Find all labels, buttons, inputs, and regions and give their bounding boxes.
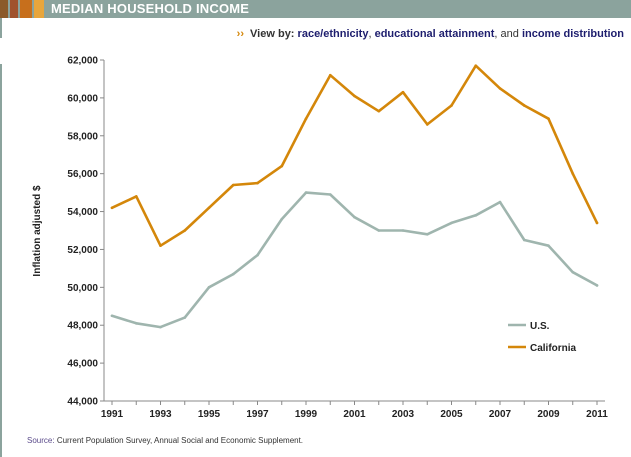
y-tick-label: 62,000	[67, 56, 98, 67]
x-tick-label: 2003	[392, 409, 415, 420]
data-point	[280, 217, 284, 221]
data-point	[474, 214, 478, 217]
x-tick-label: 2005	[440, 409, 463, 420]
data-point	[450, 221, 453, 225]
data-point	[522, 104, 526, 107]
data-point	[280, 164, 284, 168]
y-tick-label: 44,000	[67, 397, 98, 408]
y-tick-label: 50,000	[67, 283, 98, 294]
data-point	[328, 193, 332, 196]
data-point	[425, 123, 429, 126]
data-point	[595, 221, 599, 225]
data-point	[207, 286, 211, 289]
data-point	[474, 64, 478, 67]
x-tick-label: 1995	[198, 409, 221, 420]
left-divider-top	[0, 18, 2, 38]
chart-legend: U.S. California	[508, 321, 577, 354]
source-text: Current Population Survey, Annual Social…	[56, 436, 304, 445]
data-point	[377, 109, 381, 113]
data-point	[401, 229, 405, 232]
x-tick-label: 1999	[295, 409, 318, 420]
data-point	[498, 200, 502, 204]
x-tick-label: 2007	[489, 409, 512, 420]
data-point	[450, 104, 453, 107]
chart-series	[110, 64, 599, 329]
data-point	[183, 316, 187, 319]
view-by-label: View by:	[250, 28, 295, 40]
data-point	[353, 215, 356, 219]
y-tick-label: 56,000	[67, 169, 98, 180]
view-by-comma: ,	[494, 28, 498, 40]
header-bar	[0, 0, 631, 18]
data-point	[377, 229, 381, 232]
x-tick-label: 2011	[586, 409, 608, 420]
data-point	[304, 117, 308, 121]
data-point	[110, 206, 114, 210]
view-by-and: and	[500, 28, 519, 40]
x-tick-label: 2001	[343, 409, 366, 420]
data-point	[522, 238, 526, 242]
data-point	[110, 314, 114, 318]
x-tick-label: 1997	[246, 409, 269, 420]
data-point	[256, 181, 259, 185]
y-axis-label: Inflation adjusted $	[32, 185, 43, 277]
header-swatch	[0, 0, 8, 18]
view-by-comma: ,	[368, 28, 372, 40]
source-label: Source:	[27, 436, 55, 445]
y-tick-label: 48,000	[67, 321, 98, 332]
y-tick-label: 52,000	[67, 245, 98, 256]
view-by-bar: ›› View by: race/ethnicity, educational …	[237, 28, 624, 40]
data-point	[159, 244, 162, 247]
link-educational-attainment[interactable]: educational attainment	[374, 28, 495, 40]
chart-ticks: 44,000 46,000 48,000 50,000 52,000 54,000 56,0…	[67, 56, 608, 421]
data-point	[401, 90, 405, 94]
data-point	[256, 253, 259, 257]
data-point	[571, 270, 575, 274]
header-swatch	[34, 0, 44, 18]
source-note: Source: Current Population Survey, Annua…	[27, 436, 303, 445]
chevron-right-icon: ››	[236, 28, 244, 40]
data-point	[547, 244, 550, 247]
data-point	[595, 284, 599, 287]
legend-label: U.S.	[530, 321, 550, 332]
data-point	[353, 94, 356, 98]
header-swatch	[20, 0, 32, 18]
data-point	[231, 272, 235, 276]
data-point	[134, 322, 138, 325]
y-tick-label: 54,000	[67, 207, 98, 218]
data-point	[159, 325, 162, 329]
link-race-ethnicity[interactable]: race/ethnicity	[297, 28, 369, 40]
data-point	[571, 172, 575, 175]
data-point	[304, 191, 308, 194]
legend-label: California	[530, 343, 577, 354]
data-point	[183, 229, 187, 232]
data-point	[207, 206, 211, 210]
header-swatch	[10, 0, 18, 18]
data-point	[328, 73, 332, 77]
series-line-us	[110, 191, 599, 329]
data-point	[498, 87, 502, 90]
x-tick-label: 1991	[101, 409, 124, 420]
y-tick-label: 46,000	[67, 359, 98, 370]
data-point	[547, 117, 550, 121]
x-tick-label: 1993	[149, 409, 172, 420]
series-line-california	[110, 64, 599, 247]
x-tick-label: 2009	[537, 409, 560, 420]
data-point	[425, 232, 429, 236]
y-tick-label: 58,000	[67, 131, 98, 142]
page-title: MEDIAN HOUSEHOLD INCOME	[51, 1, 250, 16]
y-tick-label: 60,000	[67, 93, 98, 104]
data-point	[231, 183, 235, 187]
left-divider	[0, 64, 2, 457]
data-point	[134, 195, 138, 198]
link-income-distribution[interactable]: income distribution	[521, 28, 624, 40]
